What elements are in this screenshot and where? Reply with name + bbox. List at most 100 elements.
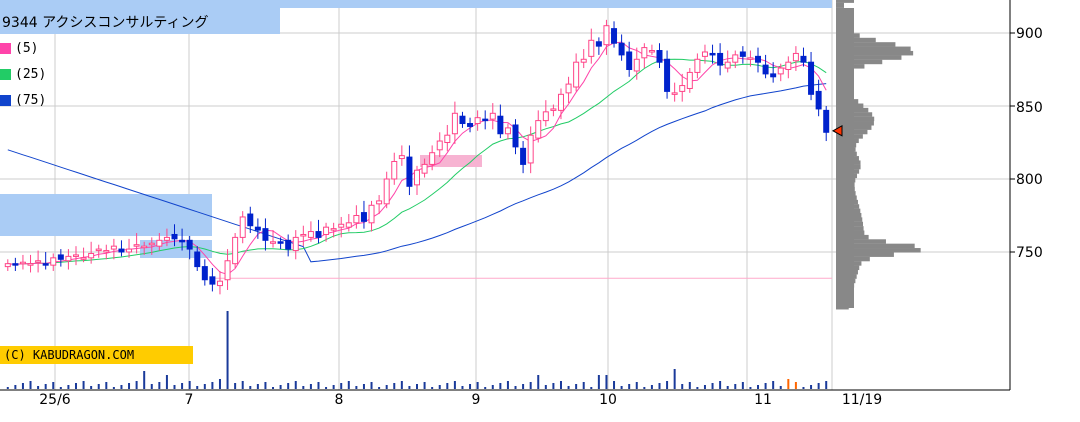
volume-bar xyxy=(97,384,100,389)
volume-bar xyxy=(408,386,411,389)
candle-body xyxy=(4,263,11,268)
candle-body xyxy=(315,231,322,238)
candle-body xyxy=(95,248,102,252)
volume-bar xyxy=(196,386,199,389)
volume-bar xyxy=(332,385,335,389)
candle-body xyxy=(512,124,519,148)
candle-body xyxy=(65,255,72,262)
profile-bar xyxy=(836,252,894,257)
y-tick-label: 750 xyxy=(1016,245,1043,261)
volume-bar xyxy=(522,384,525,389)
candle-body xyxy=(580,58,587,63)
volume-bar xyxy=(44,384,47,389)
candle-body xyxy=(770,73,777,78)
volume-bars xyxy=(6,311,828,389)
volume-bar xyxy=(643,387,646,389)
volume-bar xyxy=(749,387,752,389)
x-tick-label: 8 xyxy=(334,392,344,408)
highlight-band xyxy=(420,155,482,167)
volume-bar xyxy=(741,382,744,389)
volume-bar xyxy=(734,384,737,389)
volume-bar xyxy=(347,381,350,389)
volume-bar xyxy=(416,384,418,389)
volume-bar xyxy=(779,386,782,389)
profile-bar xyxy=(836,116,875,122)
candle-body xyxy=(27,263,34,266)
candle-body xyxy=(201,266,208,281)
volume-bar xyxy=(635,382,638,389)
profile-bar xyxy=(836,243,915,249)
candle-body xyxy=(792,52,799,62)
volume-bar xyxy=(764,383,767,389)
candle-body xyxy=(747,57,754,60)
volume-bar xyxy=(181,383,184,389)
volume-bar xyxy=(52,382,55,389)
volume-bar xyxy=(120,385,123,389)
candle-body xyxy=(618,42,625,56)
volume-bar xyxy=(340,383,343,389)
volume-bar xyxy=(203,384,206,389)
ma5-line xyxy=(7,41,827,276)
volume-bar xyxy=(325,387,328,389)
volume-bar xyxy=(218,379,221,389)
profile-bar xyxy=(836,37,876,43)
candle-body xyxy=(732,54,739,63)
volume-bar xyxy=(226,311,229,389)
volume-profile xyxy=(836,0,921,310)
volume-bar xyxy=(317,382,320,389)
candle-body xyxy=(254,226,261,231)
volume-bar xyxy=(112,387,115,389)
price-pointer xyxy=(831,124,843,137)
candle-body xyxy=(724,61,731,69)
volume-bar xyxy=(658,383,661,389)
volume-bar xyxy=(696,387,699,389)
volume-bar xyxy=(590,387,593,389)
candle-body xyxy=(451,112,458,135)
volume-bar xyxy=(309,384,312,389)
volume-bar xyxy=(613,381,616,389)
legend-ma5: (5) xyxy=(0,40,38,56)
candle-body xyxy=(535,120,542,139)
candle-body xyxy=(648,50,655,53)
price-band-highlights xyxy=(0,0,832,258)
candle-body xyxy=(19,261,26,265)
candle-body xyxy=(542,111,549,122)
volume-bar xyxy=(287,383,290,389)
candle-body xyxy=(686,71,693,89)
volume-bar xyxy=(825,381,828,389)
volume-bar xyxy=(37,386,40,389)
highlight-band xyxy=(0,194,212,236)
candle-body xyxy=(429,152,436,165)
y-tick-label: 800 xyxy=(1016,172,1043,188)
candle-body xyxy=(626,51,633,70)
candle-body xyxy=(194,251,201,268)
volume-bar xyxy=(711,383,714,389)
volume-bar xyxy=(461,386,464,389)
candle-body xyxy=(489,112,496,120)
volume-bar xyxy=(431,387,434,389)
volume-bar xyxy=(446,383,449,389)
legend-swatch-ma75 xyxy=(0,94,11,106)
volume-bar xyxy=(620,386,623,389)
volume-bar xyxy=(681,384,684,389)
candle-body xyxy=(603,25,610,46)
volume-bar xyxy=(726,386,729,389)
candle-body xyxy=(232,236,239,265)
candle-body xyxy=(270,241,277,244)
profile-bar xyxy=(836,239,886,244)
candle-body xyxy=(467,123,474,127)
volume-bar xyxy=(575,384,578,389)
volume-bar xyxy=(514,386,517,389)
profile-base xyxy=(836,8,854,308)
volume-bar xyxy=(90,386,93,389)
volume-bar xyxy=(6,387,9,389)
volume-bar xyxy=(802,387,805,389)
volume-bar xyxy=(241,381,244,389)
candle-body xyxy=(156,239,163,247)
profile-bar xyxy=(836,0,854,3)
candle-body xyxy=(277,241,284,244)
volume-bar xyxy=(650,385,653,389)
volume-bar xyxy=(597,375,600,389)
candle-body xyxy=(110,245,117,250)
